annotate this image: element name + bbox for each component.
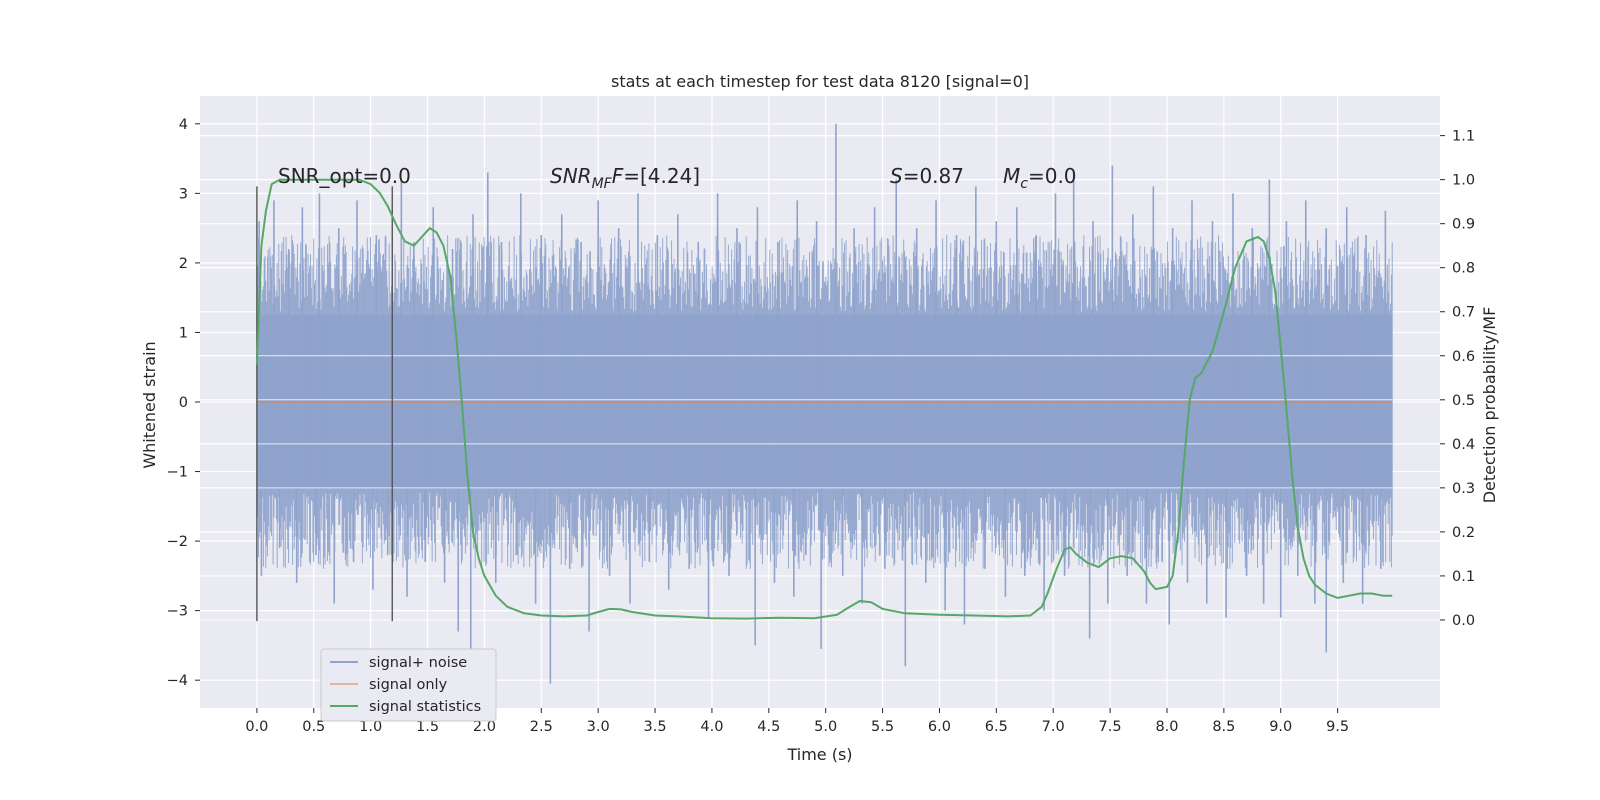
x-tick-label: 4.5 — [757, 719, 780, 735]
x-tick-label: 3.0 — [587, 719, 610, 735]
x-tick-label: 6.5 — [985, 719, 1008, 735]
x-tick-label: 4.0 — [700, 719, 723, 735]
y-tick-label-right: 0.1 — [1452, 569, 1475, 585]
legend-label-signal-statistics: signal statistics — [369, 699, 481, 715]
annotation-mc: Mc=0.0 — [1003, 164, 1077, 192]
signal-statistics-series — [255, 178, 1393, 620]
x-tick-label: 2.5 — [530, 719, 553, 735]
marker-lines — [256, 186, 393, 622]
y-tick-label-right: 0.8 — [1452, 261, 1475, 277]
x-tick-label: 5.5 — [871, 719, 894, 735]
x-tick-label: 0.0 — [245, 719, 268, 735]
x-tick-label: 1.0 — [359, 719, 382, 735]
y-tick-label-right: 0.7 — [1452, 305, 1475, 321]
y-tick-label-left: 4 — [179, 117, 188, 133]
y-tick-label-right: 0.5 — [1452, 393, 1475, 409]
annotation-snr-opt: SNR_opt=0.0 — [278, 164, 411, 188]
y-tick-label-left: 0 — [179, 395, 188, 411]
y-tick-label-left: 3 — [179, 186, 188, 202]
x-axis-label: Time (s) — [786, 745, 852, 764]
y-tick-label-right: 0.3 — [1452, 481, 1475, 497]
x-tick-label: 3.5 — [644, 719, 667, 735]
x-tick-label: 7.0 — [1042, 719, 1065, 735]
legend-box — [320, 648, 497, 722]
x-tick-label: 5.0 — [814, 719, 837, 735]
y-tick-label-left: 1 — [179, 325, 188, 341]
y-tick-label-right: 1.1 — [1452, 129, 1475, 145]
annotation-s: S=0.87 — [890, 164, 964, 188]
y-axis-label-left: Whitened strain — [140, 341, 159, 468]
y-tick-label-left: −2 — [167, 534, 188, 550]
signal-statistics-line — [255, 178, 1393, 620]
y-tick-label-right: 0.0 — [1452, 613, 1475, 629]
y-tick-label-left: −4 — [167, 673, 188, 689]
legend: signal+ noise signal only signal statist… — [320, 648, 497, 722]
x-tick-label: 8.5 — [1212, 719, 1235, 735]
y-axis-label-right: Detection probability/MF — [1480, 307, 1499, 504]
annotation-snr-mf: SNRMFF=[4.24] — [550, 164, 700, 192]
x-tick-label: 2.0 — [473, 719, 496, 735]
y-tick-label-left: −1 — [167, 465, 188, 481]
y-tick-label-right: 1.0 — [1452, 173, 1475, 189]
legend-label-signal-noise: signal+ noise — [369, 655, 467, 671]
y-tick-label-right: 0.2 — [1452, 525, 1475, 541]
x-tick-label: 9.0 — [1269, 719, 1292, 735]
y-tick-label-left: 2 — [179, 256, 188, 272]
y-tick-label-right: 0.6 — [1452, 349, 1475, 365]
y-tick-label-left: −3 — [167, 604, 188, 620]
chart-title: stats at each timestep for test data 812… — [611, 72, 1029, 91]
x-tick-label: 8.0 — [1155, 719, 1178, 735]
x-tick-label: 9.5 — [1326, 719, 1349, 735]
y-tick-label-right: 0.9 — [1452, 217, 1475, 233]
axis-ticks: 0.0 0.5 1.0 1.5 2.0 2.5 3.0 3.5 4.0 4.5 5.0 5.5 6.0 6… — [167, 117, 1475, 735]
x-tick-label: 0.5 — [302, 719, 325, 735]
y-tick-label-right: 0.4 — [1452, 437, 1475, 453]
x-tick-label: 6.0 — [928, 719, 951, 735]
x-tick-label: 7.5 — [1099, 719, 1122, 735]
legend-label-signal-only: signal only — [369, 677, 448, 693]
x-tick-label: 1.5 — [416, 719, 439, 735]
